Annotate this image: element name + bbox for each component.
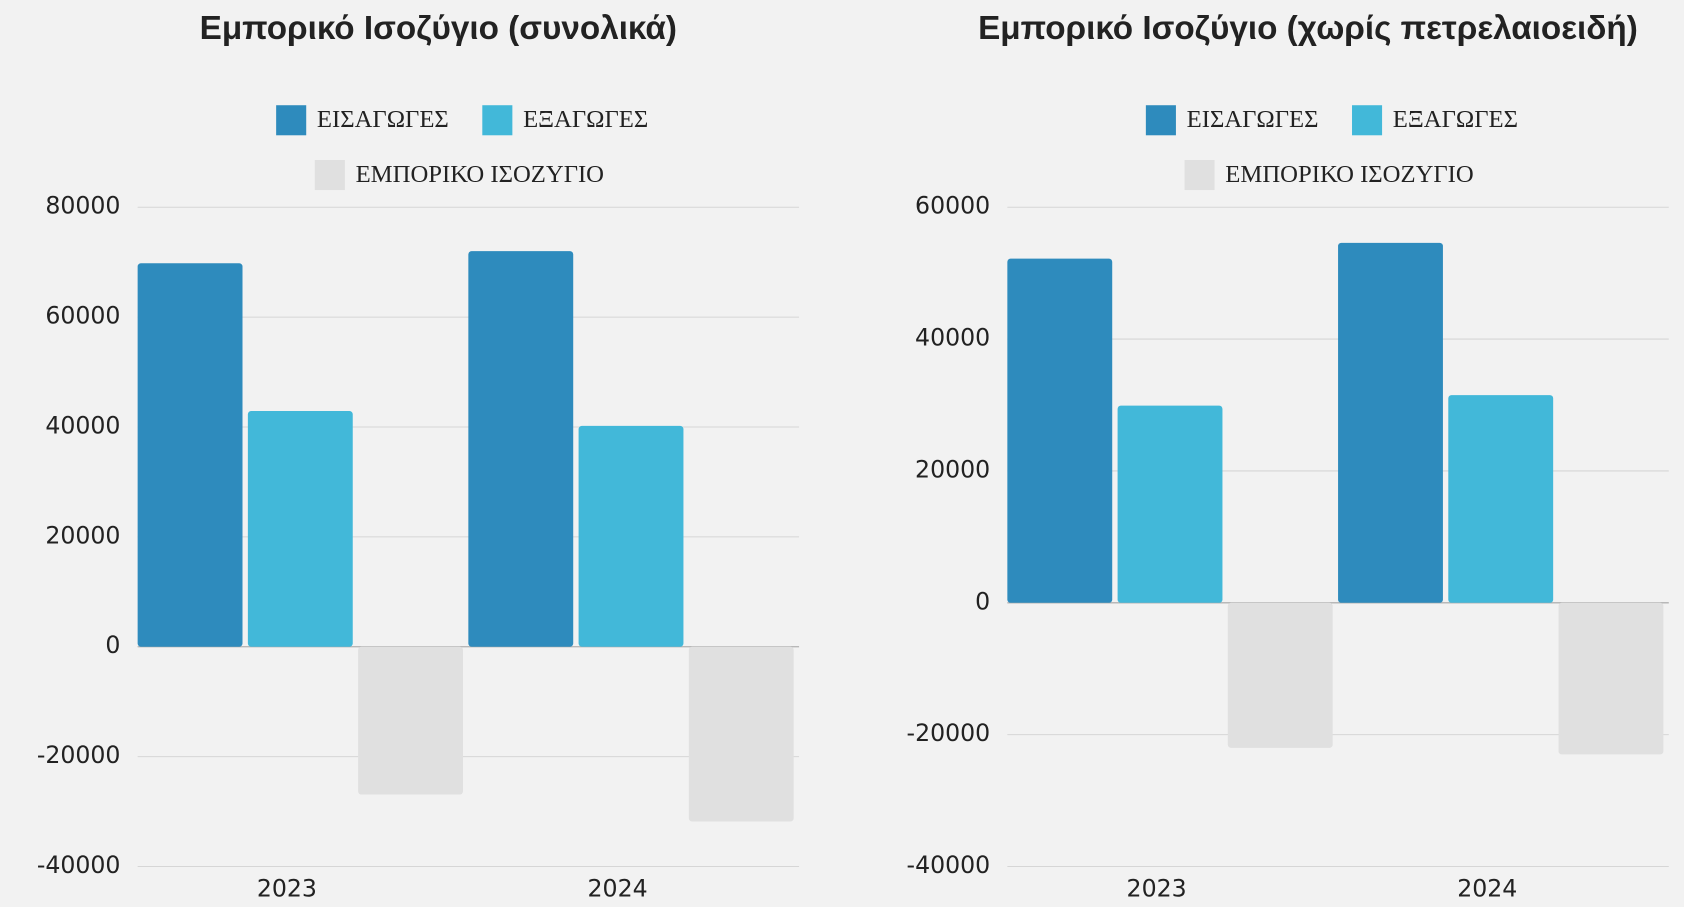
bar bbox=[137, 263, 243, 647]
bar bbox=[578, 425, 684, 647]
chart-title: Εμπορικό Ισοζύγιο (χωρίς πετρελαιοειδή) bbox=[978, 10, 1638, 47]
legend-swatch bbox=[314, 159, 345, 191]
y-tick-label: 0 bbox=[105, 631, 120, 659]
bar bbox=[688, 646, 794, 822]
bar bbox=[468, 251, 574, 647]
x-tick-label: 2024 bbox=[588, 875, 648, 903]
legend-swatch bbox=[276, 105, 307, 136]
bar bbox=[358, 646, 463, 795]
y-tick-label: 0 bbox=[975, 587, 990, 615]
x-tick-label: 2023 bbox=[1127, 875, 1187, 903]
y-tick-label: 60000 bbox=[45, 302, 120, 330]
legend-swatch bbox=[482, 105, 513, 136]
y-tick-label: -40000 bbox=[37, 851, 121, 879]
legend-swatch bbox=[1145, 105, 1176, 136]
bar bbox=[1007, 258, 1113, 603]
legend-label: ΕΞΑΓΩΓΕΣ bbox=[1393, 106, 1518, 133]
y-tick-label: 80000 bbox=[45, 192, 120, 220]
y-tick-label: 40000 bbox=[45, 411, 120, 439]
bar bbox=[1448, 395, 1554, 603]
legend-swatch bbox=[1352, 105, 1383, 136]
bar bbox=[1117, 405, 1223, 603]
y-tick-label: 20000 bbox=[45, 521, 120, 549]
x-tick-label: 2023 bbox=[257, 875, 317, 903]
y-tick-label: 40000 bbox=[915, 324, 990, 352]
y-tick-label: -20000 bbox=[37, 741, 121, 769]
legend-label: ΕΞΑΓΩΓΕΣ bbox=[523, 106, 648, 133]
y-tick-label: 60000 bbox=[915, 192, 990, 220]
y-tick-label: 20000 bbox=[915, 455, 990, 483]
y-tick-label: -40000 bbox=[907, 851, 991, 879]
chart-title: Εμπορικό Ισοζύγιο (συνολικά) bbox=[200, 10, 677, 47]
bar bbox=[247, 411, 353, 647]
x-tick-label: 2024 bbox=[1457, 875, 1517, 903]
legend-label: ΕΙΣΑΓΩΓΕΣ bbox=[317, 106, 449, 133]
bar bbox=[1227, 602, 1333, 748]
legend-swatch bbox=[1184, 159, 1215, 191]
legend-label: ΕΙΣΑΓΩΓΕΣ bbox=[1187, 106, 1319, 133]
legend-label: ΕΜΠΟΡΙΚΟ ΙΣΟΖΥΓΙΟ bbox=[356, 161, 604, 188]
bar bbox=[1558, 602, 1664, 755]
bar bbox=[1338, 242, 1443, 603]
y-tick-label: -20000 bbox=[907, 719, 991, 747]
legend-label: ΕΜΠΟΡΙΚΟ ΙΣΟΖΥΓΙΟ bbox=[1225, 161, 1473, 188]
